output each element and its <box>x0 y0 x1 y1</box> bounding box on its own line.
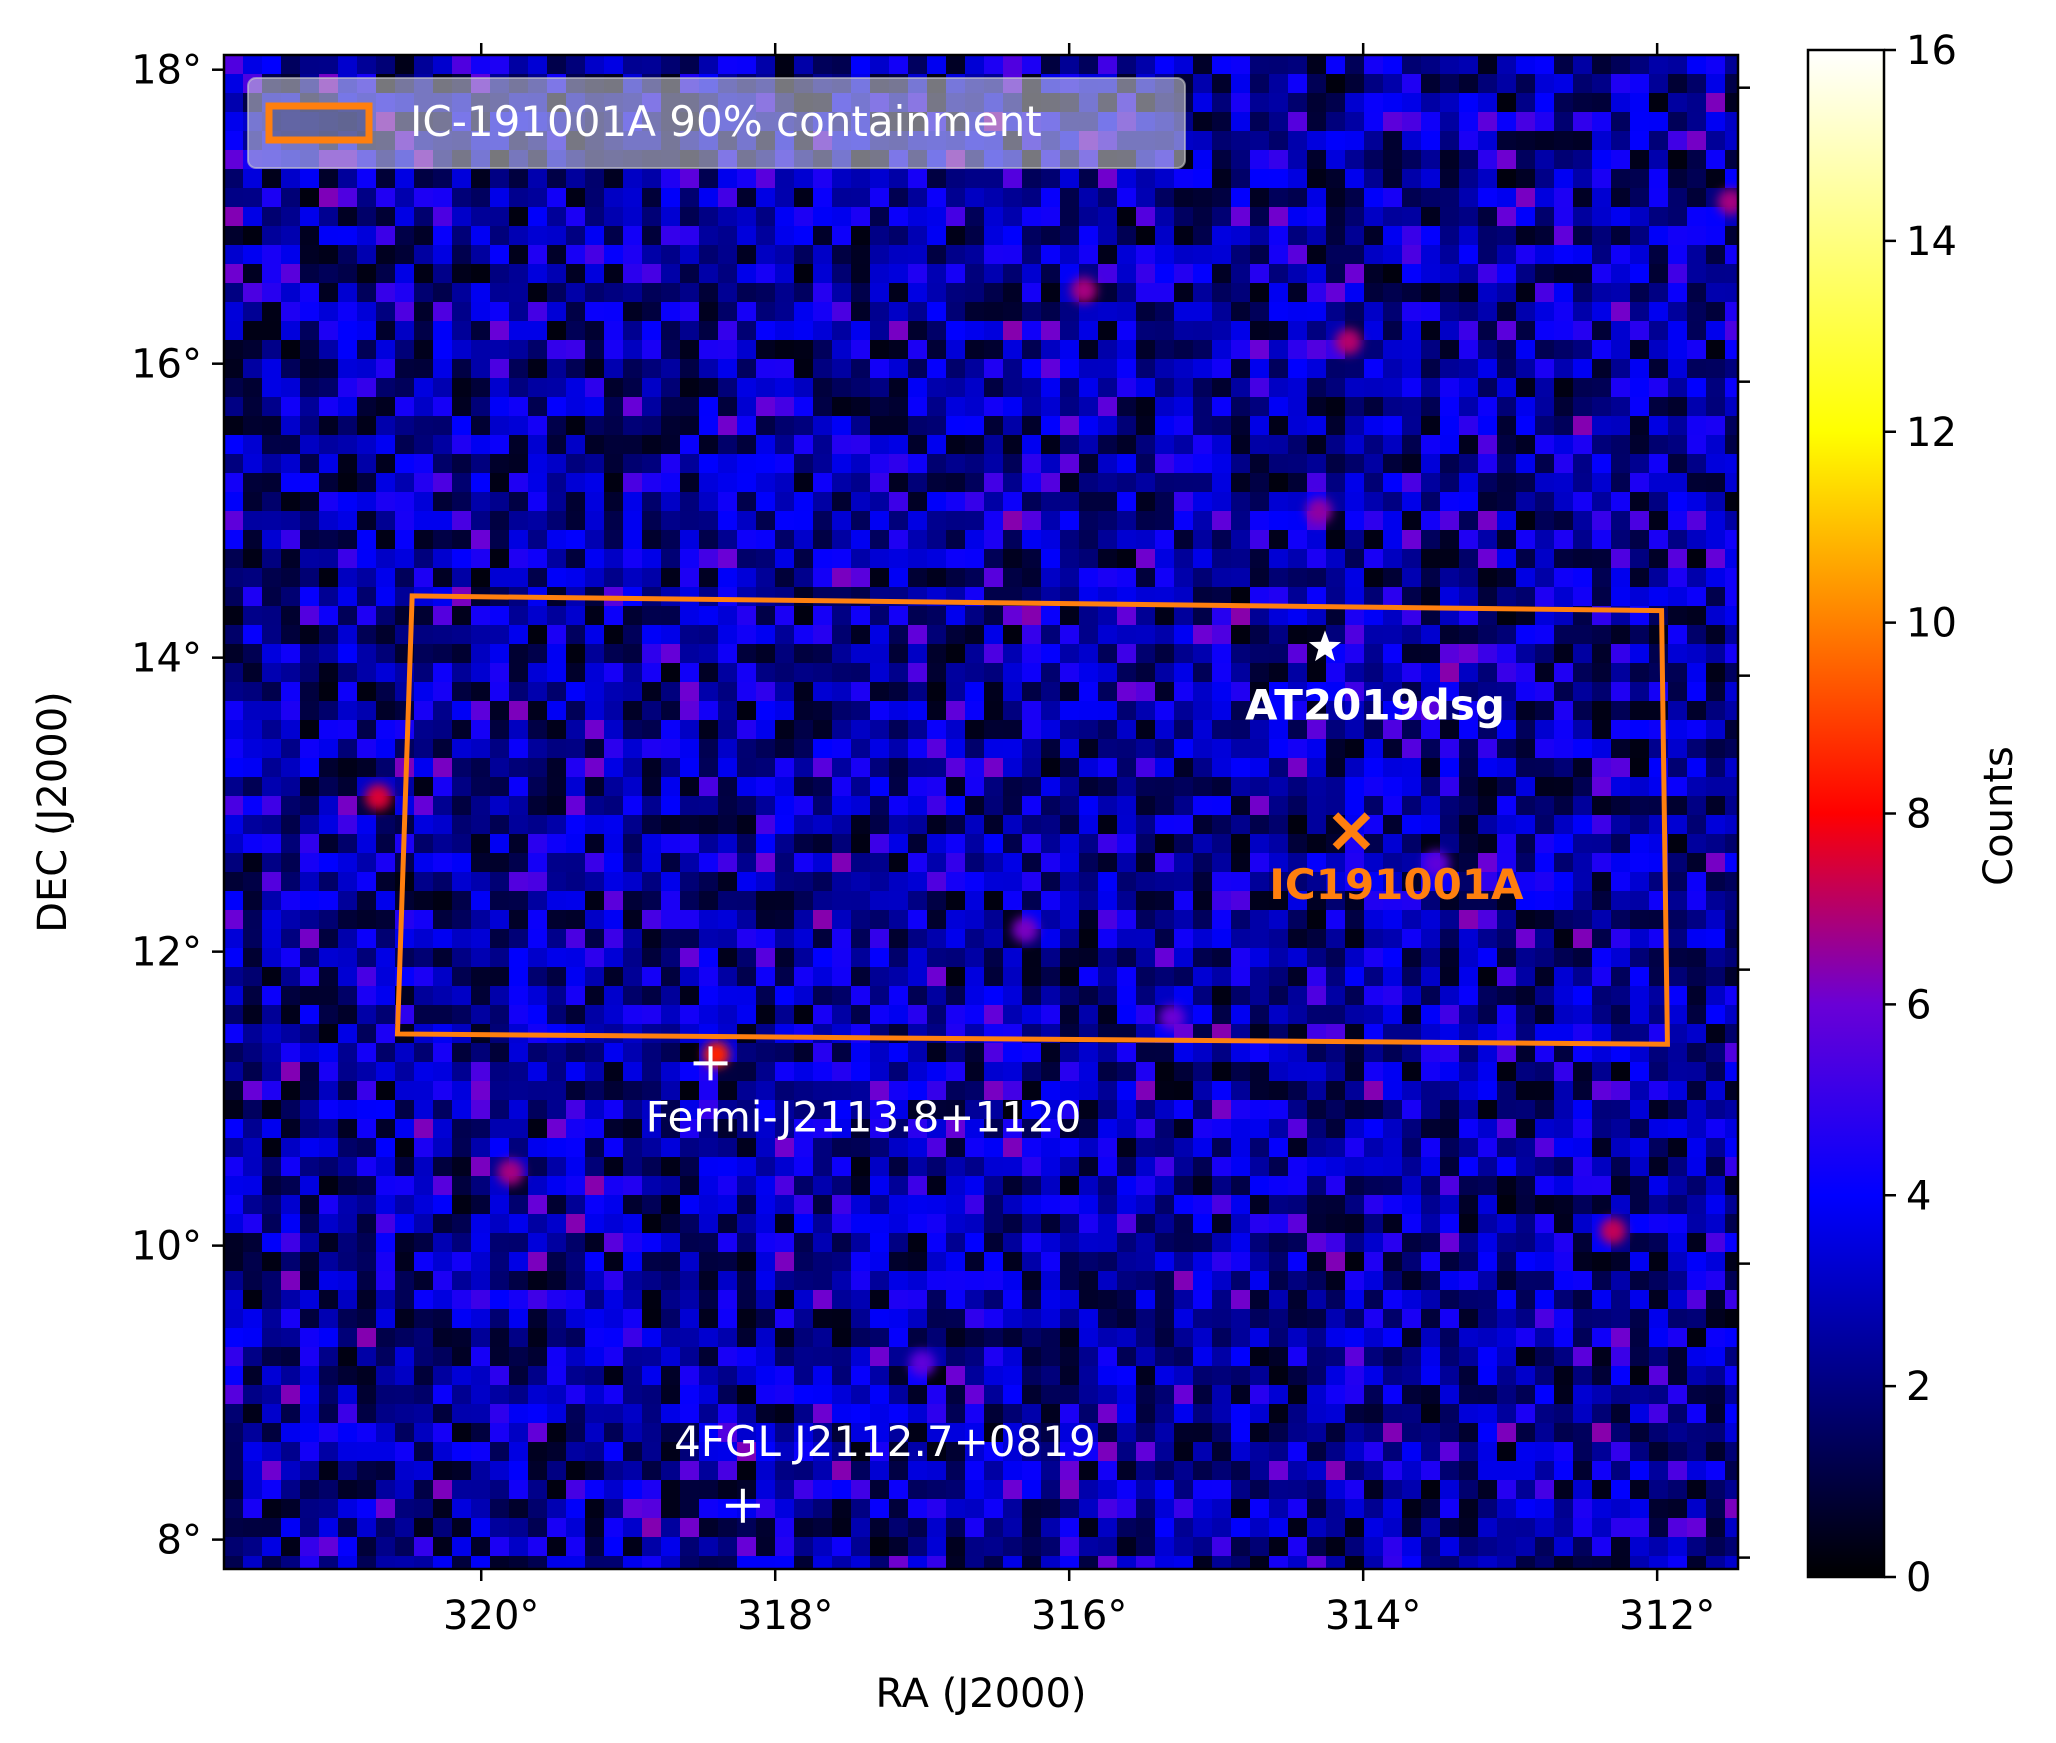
axes-frame <box>222 53 1740 1571</box>
hotspot <box>1600 1217 1627 1244</box>
y-tick-label: 12° <box>131 930 202 976</box>
colorbar-tick-label: 10 <box>1906 601 1957 647</box>
colorbar-tick-label: 16 <box>1906 28 1957 74</box>
colorbar-tick-label: 12 <box>1906 410 1957 456</box>
source-x-marker <box>1332 812 1371 850</box>
containment-region <box>394 593 1670 1047</box>
colorbar-gradient <box>1806 48 1886 1579</box>
x-tick-label: 316° <box>1031 1593 1127 1639</box>
source-label: IC191001A <box>1269 860 1524 909</box>
source-plus-marker <box>693 1046 728 1081</box>
colorbar: 0 2 4 6 8 10 12 14 16 Counts <box>1806 28 2022 1601</box>
y-tick-label: 18° <box>131 48 202 94</box>
colorbar-label: Counts <box>1976 746 2022 886</box>
counts-map-noise <box>224 55 1738 1569</box>
x-axis-label: RA (J2000) <box>875 1671 1086 1717</box>
source-plus-marker <box>725 1488 760 1523</box>
colorbar-tick-label: 14 <box>1906 219 1957 265</box>
x-tick-label: 314° <box>1325 1593 1421 1639</box>
x-tick-label: 320° <box>443 1593 539 1639</box>
colorbar-tick-label: 4 <box>1906 1173 1931 1219</box>
colorbar-tick-label: 2 <box>1906 1364 1931 1410</box>
hotspot <box>1070 277 1097 304</box>
hotspot <box>1335 328 1362 355</box>
source-star-marker <box>1308 630 1342 662</box>
source-label: Fermi-J2113.8+1120 <box>646 1092 1082 1141</box>
hotspot <box>1159 1004 1186 1031</box>
y-tick-label: 16° <box>131 342 202 388</box>
source-markers: AT2019dsg IC191001A Fermi-J2113.8+1120 4FGL… <box>646 630 1524 1523</box>
legend-label: IC-191001A 90% containment <box>410 97 1042 146</box>
y-tick-label: 8° <box>157 1518 202 1564</box>
x-tick-label: 318° <box>737 1593 833 1639</box>
hotspot <box>1423 850 1450 877</box>
hotspot <box>909 1350 936 1377</box>
legend: IC-191001A 90% containment <box>247 77 1186 169</box>
legend-box <box>247 77 1186 169</box>
hotspot <box>1306 497 1333 524</box>
hotspot <box>497 1159 524 1186</box>
colorbar-tick-label: 0 <box>1906 1555 1931 1601</box>
colorbar-ticks: 0 2 4 6 8 10 12 14 16 <box>1884 28 1957 1601</box>
source-label: 4FGL J2112.7+0819 <box>674 1417 1096 1466</box>
hotspot <box>1012 916 1039 943</box>
y-axis-label: DEC (J2000) <box>30 691 76 933</box>
y-tick-label: 10° <box>131 1224 202 1270</box>
colorbar-tick-label: 8 <box>1906 792 1931 838</box>
hotspot <box>365 784 392 811</box>
plot-area: AT2019dsg IC191001A Fermi-J2113.8+1120 4FGL… <box>224 55 1738 1569</box>
hotspot <box>1717 188 1738 215</box>
x-tick-label: 312° <box>1619 1593 1715 1639</box>
colorbar-tick-label: 6 <box>1906 982 1931 1028</box>
source-label: AT2019dsg <box>1245 680 1505 729</box>
axes: 320° 318° 316° 314° 312° 8° 10° 12° 14° 16° 18° <box>131 43 1750 1639</box>
y-tick-label: 14° <box>131 636 202 682</box>
legend-swatch <box>265 102 373 144</box>
